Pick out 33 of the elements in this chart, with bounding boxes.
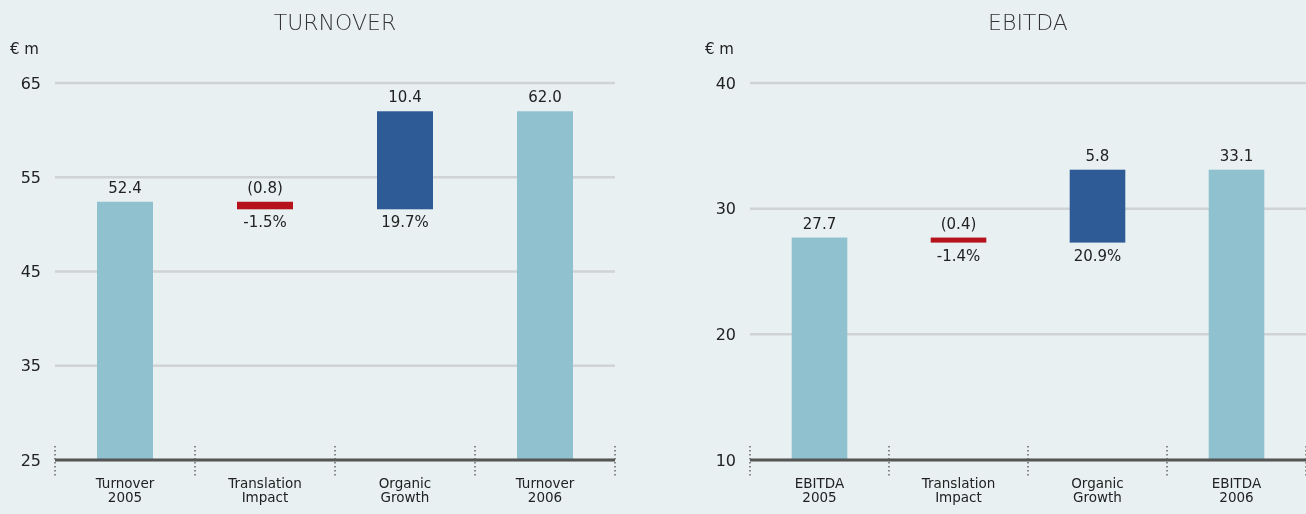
data-label: 62.0 bbox=[528, 88, 562, 107]
data-label: 27.7 bbox=[802, 214, 837, 233]
x-tick-label: Translation Impact bbox=[920, 475, 996, 505]
annotation: -1.4% bbox=[936, 246, 981, 265]
y-tick-label: 35 bbox=[20, 356, 41, 376]
x-tick-label: EBITDA 2005 bbox=[794, 475, 845, 505]
x-tick-label: Organic Growth bbox=[1071, 475, 1124, 505]
y-tick-label: 65 bbox=[20, 73, 41, 93]
x-tick-label: Organic Growth bbox=[378, 475, 432, 505]
data-label: 52.4 bbox=[108, 178, 142, 197]
y-tick-label: 25 bbox=[20, 450, 41, 470]
x-tick-label: Turnover 2006 bbox=[514, 475, 575, 505]
annotation: 20.9% bbox=[1073, 246, 1122, 265]
y-tick-label: 10 bbox=[715, 450, 736, 470]
y-axis-title: € m bbox=[705, 40, 734, 58]
y-tick-label: 55 bbox=[20, 167, 41, 187]
x-tick-label: EBITDA 2006 bbox=[1211, 475, 1262, 505]
x-tick-label: Turnover 2005 bbox=[94, 475, 155, 505]
x-tick-label: Translation Impact bbox=[227, 475, 302, 505]
annotation: 19.7% bbox=[381, 213, 429, 232]
chart-title: EBITDA bbox=[988, 10, 1068, 35]
data-label: (0.4) bbox=[940, 214, 977, 233]
data-label: 33.1 bbox=[1219, 146, 1254, 165]
y-axis-title: € m bbox=[10, 40, 39, 58]
data-label: 5.8 bbox=[1085, 146, 1110, 165]
data-label: 10.4 bbox=[388, 88, 422, 107]
annotation: -1.5% bbox=[243, 213, 287, 232]
y-tick-label: 45 bbox=[20, 262, 41, 282]
y-tick-label: 30 bbox=[715, 199, 736, 219]
y-tick-label: 40 bbox=[715, 73, 736, 93]
chart-title: TURNOVER bbox=[273, 10, 397, 35]
y-tick-label: 20 bbox=[715, 324, 736, 344]
data-label: (0.8) bbox=[247, 178, 283, 197]
